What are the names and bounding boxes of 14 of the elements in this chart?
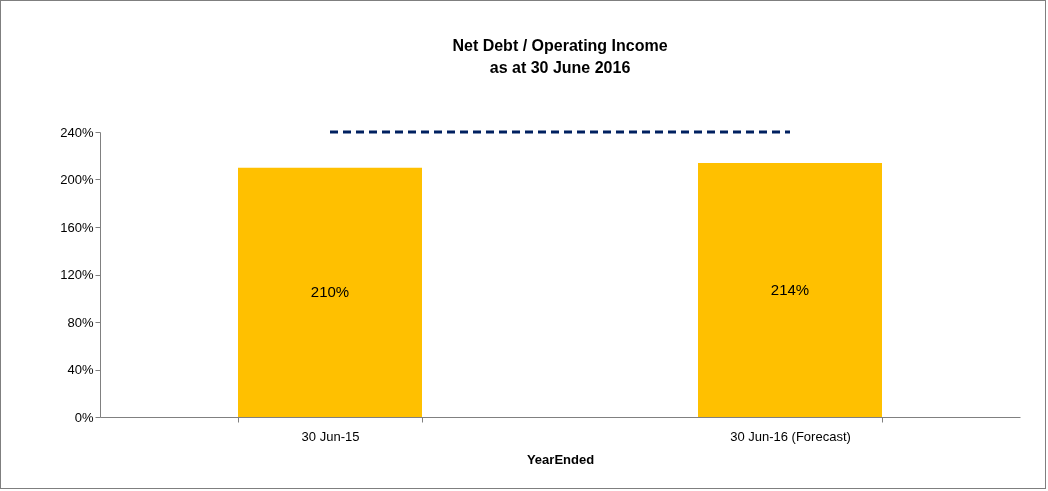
data-label: 210% [310, 283, 350, 301]
x-tick-label: 30 Jun-15 [301, 428, 360, 444]
chart-title: Net Debt / Operating Income [452, 37, 668, 54]
y-tick-label: 240% [60, 124, 94, 140]
x-axis-title: YearEnded [526, 451, 595, 467]
data-label: 214% [770, 280, 810, 298]
y-tick-label: 160% [60, 219, 94, 235]
chart-subtitle: as at 30 June 2016 [489, 59, 631, 76]
x-tick-label: 30 Jun-16 (Forecast) [730, 428, 851, 444]
y-tick-label: 200% [60, 172, 94, 187]
y-tick-label: 80% [67, 314, 94, 330]
y-tick-label: 0% [74, 409, 94, 425]
y-tick-label: 40% [67, 362, 94, 377]
y-tick-label: 120% [60, 267, 94, 282]
